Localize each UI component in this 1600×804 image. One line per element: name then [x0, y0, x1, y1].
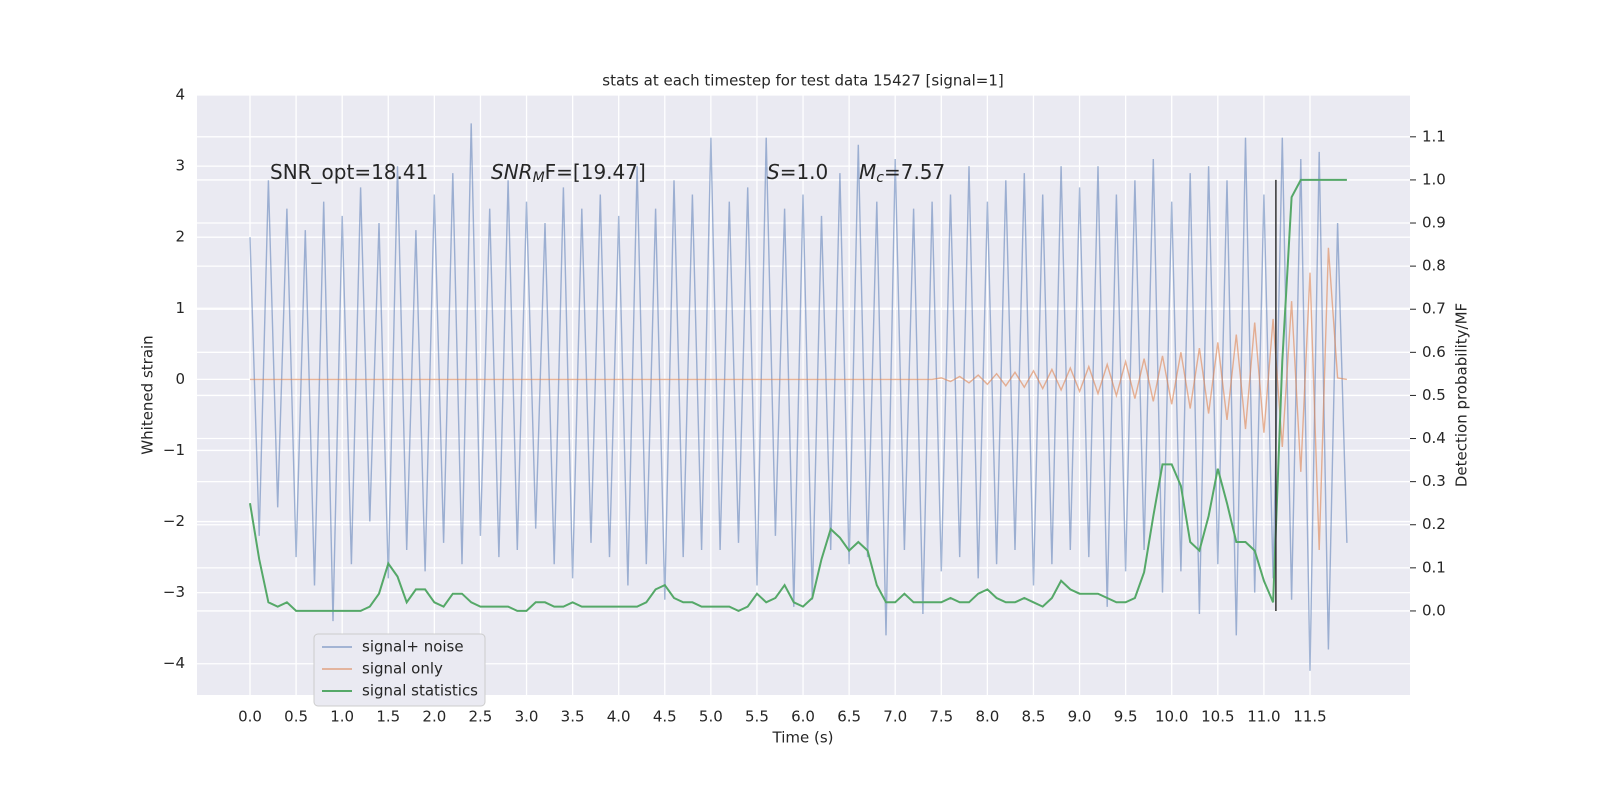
y2-tick-label: 0.4 — [1422, 429, 1446, 447]
annotation-sub: c — [876, 170, 884, 186]
y2-tick-label: 0.6 — [1422, 343, 1446, 361]
x-tick-label: 2.5 — [469, 708, 493, 726]
annotation: SNRMF=[19.47] — [491, 160, 646, 187]
x-tick-label: 3.5 — [561, 708, 585, 726]
y2-tick-label: 0.8 — [1422, 257, 1446, 275]
annotation-rest: =1.0 — [780, 160, 829, 184]
x-tick-label: 4.0 — [607, 708, 631, 726]
y-tick-label: −4 — [163, 654, 185, 672]
y2-axis-label: Detection probability/MF — [1453, 303, 1471, 487]
x-tick-label: 11.5 — [1293, 708, 1326, 726]
x-tick-label: 8.0 — [975, 708, 999, 726]
y-tick-label: 4 — [175, 86, 185, 104]
annotation-main: S — [767, 160, 780, 184]
x-tick-label: 6.0 — [791, 708, 815, 726]
x-tick-label: 9.0 — [1068, 708, 1092, 726]
annotation: Mc=7.57 — [859, 160, 945, 187]
x-tick-label: 1.5 — [376, 708, 400, 726]
x-tick-label: 7.5 — [929, 708, 953, 726]
x-tick-label: 7.0 — [883, 708, 907, 726]
x-tick-label: 11.0 — [1247, 708, 1280, 726]
annotation-rest: F=[19.47] — [545, 160, 646, 184]
y-tick-label: −1 — [163, 441, 185, 459]
annotation-main: M — [859, 160, 876, 184]
x-tick-label: 5.0 — [699, 708, 723, 726]
y-tick-label: 3 — [175, 157, 185, 175]
x-tick-label: 4.5 — [653, 708, 677, 726]
y2-tick-label: 1.0 — [1422, 170, 1446, 188]
x-tick-label: 2.0 — [422, 708, 446, 726]
legend-label: signal+ noise — [362, 638, 464, 656]
x-tick-label: 1.0 — [330, 708, 354, 726]
x-tick-label: 9.5 — [1114, 708, 1138, 726]
y2-tick-label: 0.2 — [1422, 515, 1446, 533]
annotation-main: SNR — [491, 160, 533, 184]
x-tick-label: 5.5 — [745, 708, 769, 726]
y2-tick-label: 0.0 — [1422, 601, 1446, 619]
annotation-main: SNR_opt=18.41 — [270, 160, 428, 184]
legend-label: signal only — [362, 660, 443, 678]
annotation: S=1.0 — [767, 160, 828, 184]
y-axis-label: Whitened strain — [139, 335, 157, 454]
y-tick-label: 2 — [175, 228, 185, 246]
annotation-sub: M — [533, 170, 545, 186]
x-tick-label: 8.5 — [1022, 708, 1046, 726]
legend-label: signal statistics — [362, 682, 478, 700]
y2-tick-label: 0.5 — [1422, 386, 1446, 404]
y-tick-label: 0 — [175, 370, 185, 388]
legend-box — [313, 633, 486, 707]
annotation-rest: =7.57 — [884, 160, 945, 184]
x-axis-label: Time (s) — [772, 729, 834, 747]
y-tick-label: −2 — [163, 512, 185, 530]
chart-title: stats at each timestep for test data 154… — [602, 72, 1003, 90]
legend: signal+ noise signal only signal statistic… — [313, 633, 486, 707]
annotation: SNR_opt=18.41 — [270, 160, 428, 184]
series-line — [250, 247, 1348, 551]
x-tick-label: 0.0 — [238, 708, 262, 726]
y2-tick-label: 0.1 — [1422, 558, 1446, 576]
x-tick-label: 10.5 — [1201, 708, 1234, 726]
y-tick-label: −3 — [163, 583, 185, 601]
y2-tick-label: 0.7 — [1422, 300, 1446, 318]
x-tick-label: 10.0 — [1155, 708, 1188, 726]
y-tick-label: 1 — [175, 299, 185, 317]
x-tick-label: 3.0 — [515, 708, 539, 726]
y2-tick-label: 1.1 — [1422, 127, 1446, 145]
x-tick-label: 0.5 — [284, 708, 308, 726]
y2-tick-label: 0.3 — [1422, 472, 1446, 490]
x-tick-label: 6.5 — [837, 708, 861, 726]
series-line — [249, 123, 1348, 671]
series-line — [249, 178, 1347, 613]
y2-tick-label: 0.9 — [1422, 214, 1446, 232]
